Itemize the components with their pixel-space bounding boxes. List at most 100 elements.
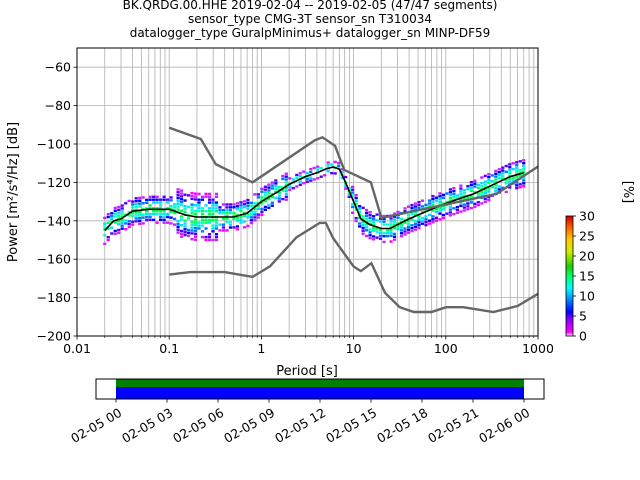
density-cell — [378, 231, 383, 235]
density-cell — [148, 212, 152, 216]
density-cell — [165, 201, 170, 204]
density-cell — [413, 208, 418, 211]
density-cell — [207, 233, 212, 236]
density-cell — [200, 195, 205, 198]
density-cell — [487, 175, 491, 179]
density-cell — [501, 186, 505, 190]
density-cell — [225, 206, 229, 209]
density-cell — [113, 209, 117, 212]
density-cell — [420, 219, 425, 223]
density-cell — [469, 183, 473, 187]
density-cell — [497, 176, 501, 180]
density-cell — [179, 235, 184, 238]
density-cell — [256, 196, 260, 199]
density-cell — [183, 193, 187, 196]
density-cell — [155, 198, 159, 201]
density-cell — [113, 215, 117, 218]
density-cell — [448, 208, 452, 211]
density-cell — [193, 192, 198, 195]
density-cell — [406, 225, 411, 229]
density-cell — [169, 199, 173, 202]
density-cell — [193, 212, 198, 216]
density-cell — [340, 168, 344, 171]
density-cell — [165, 215, 170, 219]
density-cell — [260, 190, 264, 193]
density-cell — [200, 198, 205, 201]
density-cell — [424, 221, 428, 224]
density-cell — [445, 192, 449, 195]
density-cell — [246, 204, 250, 207]
colorbar-tick-label: 5 — [579, 309, 587, 324]
density-cell — [239, 221, 243, 224]
density-cell — [117, 208, 121, 212]
density-cell — [522, 176, 526, 179]
density-cell — [214, 233, 219, 236]
density-cell — [494, 169, 498, 173]
density-cell — [200, 224, 205, 227]
density-cell — [501, 169, 505, 172]
density-cell — [214, 210, 219, 213]
density-cell — [239, 218, 243, 221]
density-cell — [368, 216, 372, 220]
density-cell — [242, 211, 247, 215]
density-cell — [522, 185, 526, 188]
density-cell — [312, 166, 316, 170]
x-tick-label: 0.01 — [63, 341, 91, 356]
density-cell — [190, 212, 194, 215]
density-cell — [378, 220, 383, 223]
density-cell — [406, 231, 411, 234]
density-cell — [113, 232, 117, 236]
density-cell — [515, 172, 519, 176]
density-cell — [193, 218, 198, 221]
density-cell — [441, 216, 446, 220]
density-cell — [281, 189, 285, 192]
density-cell — [365, 226, 369, 229]
density-cell — [361, 226, 365, 230]
density-cell — [110, 214, 114, 218]
density-cell — [169, 222, 173, 225]
density-cell — [361, 215, 365, 218]
density-cell — [186, 194, 191, 197]
density-cell — [207, 221, 212, 224]
density-cell — [438, 195, 442, 198]
density-cell — [183, 228, 187, 231]
timeline-tick-label: 02-05 09 — [221, 405, 277, 446]
density-cell — [176, 188, 180, 191]
density-cell — [462, 209, 466, 212]
density-cell — [413, 225, 418, 228]
density-cell — [522, 162, 526, 165]
density-cell — [483, 174, 487, 178]
density-cell — [225, 217, 229, 221]
density-cell — [131, 214, 135, 218]
density-cell — [368, 213, 372, 217]
density-cell — [431, 209, 435, 212]
density-cell — [448, 196, 452, 200]
density-cell — [221, 229, 226, 232]
density-cell — [487, 196, 491, 199]
density-cell — [452, 198, 456, 201]
density-cell — [193, 235, 198, 239]
density-cell — [371, 223, 376, 227]
density-cell — [427, 222, 432, 225]
density-cell — [211, 198, 215, 201]
density-cell — [466, 196, 470, 199]
density-cell — [518, 171, 522, 175]
density-cell — [232, 226, 236, 229]
density-cell — [410, 203, 414, 207]
density-cell — [392, 215, 397, 218]
density-cell — [211, 230, 215, 233]
density-cell — [221, 226, 226, 229]
density-cell — [141, 213, 145, 216]
density-cell — [106, 215, 110, 219]
density-cell — [211, 204, 215, 207]
density-cell — [476, 183, 480, 187]
density-cell — [242, 226, 247, 229]
density-cell — [197, 221, 201, 224]
density-cell — [197, 224, 201, 227]
density-cell — [448, 188, 452, 191]
density-cell — [399, 232, 404, 235]
density-cell — [207, 192, 212, 196]
density-cell — [176, 196, 180, 200]
density-cell — [221, 209, 226, 212]
density-cell — [438, 200, 442, 204]
